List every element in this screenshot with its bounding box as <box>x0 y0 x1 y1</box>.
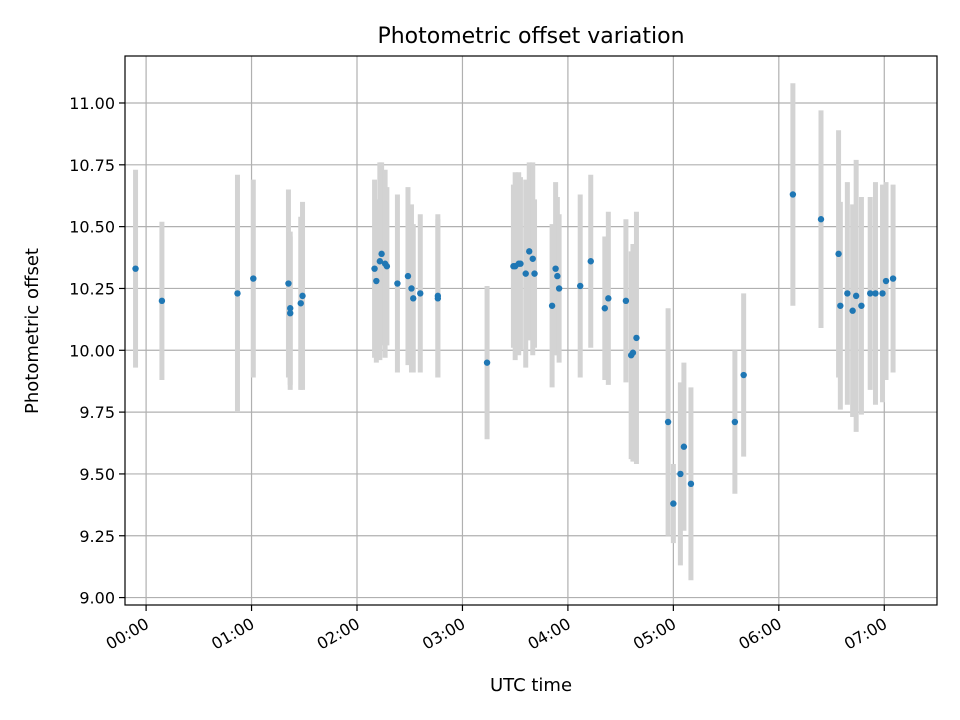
y-tick-label: 10.75 <box>69 156 115 175</box>
data-point <box>817 216 825 223</box>
data-point <box>132 265 139 272</box>
y-tick-label: 11.00 <box>69 94 115 113</box>
data-point <box>529 255 536 262</box>
data-point <box>687 480 695 488</box>
data-point <box>554 272 561 280</box>
data-point <box>844 290 851 297</box>
data-point <box>404 272 412 280</box>
y-tick-label: 9.00 <box>79 589 115 608</box>
data-point <box>837 302 844 309</box>
data-point <box>285 280 292 287</box>
data-point <box>531 270 538 277</box>
data-point <box>250 275 257 282</box>
data-point <box>376 258 384 265</box>
data-point <box>555 285 563 292</box>
data-points <box>132 191 897 507</box>
data-point <box>297 300 304 307</box>
data-point <box>483 359 491 366</box>
data-point <box>408 285 415 292</box>
data-point <box>605 295 612 302</box>
data-point <box>552 265 559 272</box>
data-point <box>731 418 739 426</box>
data-point <box>287 305 294 312</box>
data-point <box>882 277 890 285</box>
data-point <box>680 443 688 450</box>
data-point <box>548 302 556 309</box>
data-point <box>601 305 609 312</box>
data-point <box>517 260 524 267</box>
chart-title: Photometric offset variation <box>377 24 684 49</box>
data-point <box>434 295 442 302</box>
data-point <box>867 290 874 297</box>
data-point <box>633 334 640 342</box>
data-point <box>371 265 378 272</box>
data-point <box>417 290 424 297</box>
data-point <box>852 292 860 300</box>
data-point <box>526 248 533 255</box>
y-tick-label: 9.25 <box>79 527 115 546</box>
data-point <box>378 250 385 258</box>
data-point <box>889 275 897 282</box>
data-point <box>664 418 672 426</box>
y-tick-label: 10.00 <box>69 341 115 360</box>
data-point <box>299 292 306 300</box>
data-point <box>677 470 684 478</box>
data-point <box>383 263 391 270</box>
data-point <box>234 290 241 297</box>
data-point <box>879 290 886 297</box>
data-point <box>522 270 529 277</box>
data-point <box>587 258 594 265</box>
data-point <box>622 297 630 305</box>
y-tick-label: 10.25 <box>69 279 115 298</box>
y-tick-label: 9.50 <box>79 465 115 484</box>
data-point <box>629 349 637 356</box>
data-point <box>872 290 879 297</box>
data-point <box>410 295 417 302</box>
data-point <box>835 250 842 258</box>
data-point <box>858 302 865 309</box>
plot-frame <box>124 55 938 606</box>
data-point <box>849 307 856 314</box>
y-tick-label: 9.75 <box>79 403 115 422</box>
data-point <box>287 309 294 317</box>
data-point <box>670 500 677 507</box>
x-axis-label: UTC time <box>490 675 572 696</box>
data-point <box>789 191 797 198</box>
data-point <box>158 297 166 305</box>
data-point <box>394 280 401 287</box>
data-point <box>373 277 380 285</box>
data-point <box>577 282 584 290</box>
y-tick-label: 10.50 <box>69 218 115 237</box>
data-point <box>740 371 747 379</box>
y-axis-label: Photometric offset <box>22 248 43 414</box>
